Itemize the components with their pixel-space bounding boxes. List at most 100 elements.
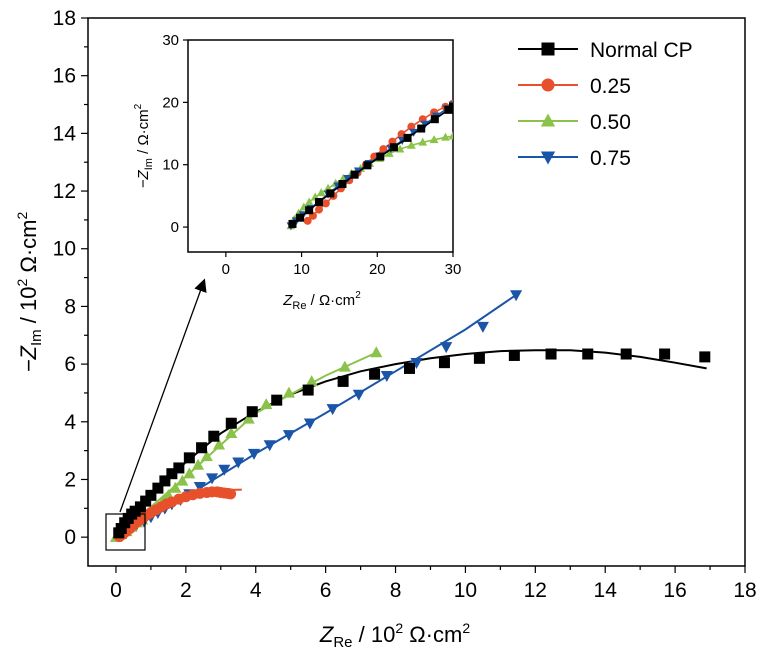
data-point [246,406,258,418]
main-data-points [109,290,711,543]
inset-data-point [363,161,372,170]
x-tick-label: 10 [454,579,477,602]
data-point [545,348,557,360]
main-plot-frame [87,17,746,567]
inset-data-point [379,145,388,154]
inset-data-point [314,198,323,207]
y-tick-label: 4 [64,411,76,434]
inset-data-point [406,140,416,149]
inset-data-point [303,216,312,225]
data-point [173,462,185,474]
data-point [200,450,213,462]
inset-data-point [338,180,347,189]
inset-data-point [407,122,416,131]
inset-data-point [429,135,439,144]
data-point [247,448,261,460]
inset-plot-frame [187,39,454,253]
data-point [699,351,711,363]
legend-marker [540,113,556,127]
data-point [260,398,273,410]
data-point [404,362,416,374]
y-tick-label: 10 [53,238,76,261]
inset-data-point [417,124,426,133]
inset-data-point [316,188,326,197]
legend-label: 0.50 [590,111,631,134]
data-point [134,501,146,513]
data-point [242,412,255,424]
inset-data-point [389,143,398,152]
inset-y-axis-title: −ZIm / Ω·cm2 [133,103,155,188]
data-point [208,430,220,442]
data-point [218,464,231,476]
y-tick-label: 14 [53,122,77,145]
data-point [193,482,206,494]
x-tick-label: 4 [250,579,262,602]
x-tick-label: 2 [180,579,192,602]
main-ticks: 0 2 4 6 8 10 12 14 16 18 0 2 4 6 8 10 12 14 16 18 [53,7,757,602]
legend: Normal CP 0.25 0.50 0.75 [518,39,693,170]
data-point [196,442,208,454]
data-point [115,523,127,535]
data-point [263,440,276,452]
data-point [145,489,157,501]
x-tick-label: 0 [110,579,122,602]
data-point [438,357,450,369]
inset-data-point [305,206,314,215]
x-tick-label: 6 [320,579,332,602]
data-point [225,417,237,429]
y-tick-label: 2 [64,468,76,491]
inset-data-point [376,152,385,161]
main-fit-lines [115,294,707,538]
inset-x-tick-label: 30 [445,261,462,278]
data-point [282,386,295,398]
data-point [410,357,423,369]
inset-y-tick-label: 30 [162,32,179,49]
x-tick-label: 14 [594,579,618,602]
data-point [271,394,283,406]
data-point [183,452,195,464]
y-tick-label: 8 [64,295,76,318]
data-point [582,348,594,360]
inset-data-point [449,102,453,111]
data-point [225,427,238,439]
data-point [192,458,205,470]
y-axis-title: −ZIm / 102 Ω·cm2 [14,212,45,373]
legend-label: Normal CP [590,39,693,62]
data-point [282,430,295,442]
legend-label: 0.25 [590,75,631,98]
data-point [370,346,383,358]
data-point [380,370,393,382]
data-point [473,352,485,364]
inset-data-point [418,137,428,146]
data-point [369,368,381,380]
inset-data-point [296,213,305,222]
data-point [476,321,489,333]
data-point [440,342,453,354]
data-point [176,474,189,486]
inset-y-tick-label: 20 [162,94,179,111]
data-point [352,389,365,401]
y-tick-label: 12 [53,180,76,203]
inset-data-point [448,131,453,140]
x-tick-label: 18 [733,579,756,602]
inset-data-point [326,189,335,198]
inset-data-point [403,133,412,142]
x-tick-label: 8 [390,579,402,602]
inset-data-points [286,99,453,231]
x-tick-label: 16 [663,579,686,602]
data-point [225,488,237,500]
inset-x-axis-title: ZRe / Ω·cm2 [282,290,361,312]
inset-data-point [441,132,450,141]
data-point [302,384,314,396]
inset-x-tick-label: 0 [222,261,230,278]
inset-x-tick-label: 20 [369,261,386,278]
y-tick-label: 0 [64,526,76,549]
inset-y-tick-label: 10 [162,157,179,174]
inset-data-point [314,205,323,214]
data-point [659,348,671,360]
inset-data-point [397,130,406,139]
inset-data-point [288,219,297,228]
inset-data-point [385,148,394,157]
x-tick-label: 12 [524,579,547,602]
